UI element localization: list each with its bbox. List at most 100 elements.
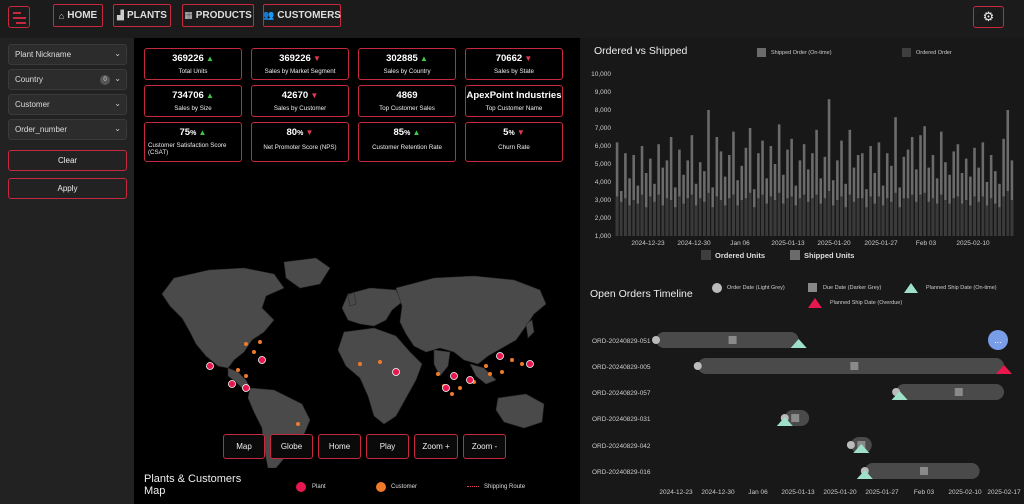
ordered-bar bbox=[624, 153, 627, 236]
due-date-marker bbox=[954, 388, 963, 396]
top-bar: ⌂ HOME ▟ PLANTS ▦ PRODUCTS 👥 CUSTOMERS ⚙ bbox=[0, 0, 1024, 38]
shipped-bar bbox=[981, 196, 985, 236]
customer-marker[interactable] bbox=[450, 392, 454, 396]
plant-marker[interactable] bbox=[526, 360, 534, 368]
customer-select[interactable]: Customer ⌄ bbox=[8, 94, 127, 115]
customer-marker[interactable] bbox=[378, 360, 382, 364]
customer-marker[interactable] bbox=[510, 358, 514, 362]
plant-marker[interactable] bbox=[450, 372, 458, 380]
zoom-in-button[interactable]: Zoom + bbox=[414, 434, 458, 459]
customer-marker[interactable] bbox=[436, 372, 440, 376]
plant-marker[interactable] bbox=[496, 352, 504, 360]
nav-plants-label: PLANTS bbox=[126, 10, 167, 21]
customer-marker[interactable] bbox=[358, 362, 362, 366]
x-tick-label: Jan 06 bbox=[748, 489, 768, 496]
kpi-number: 302885 bbox=[386, 53, 418, 64]
plant-marker[interactable] bbox=[442, 384, 450, 392]
customer-marker[interactable] bbox=[500, 370, 504, 374]
kpi-number: 369226 bbox=[279, 53, 311, 64]
customer-marker[interactable] bbox=[258, 340, 262, 344]
plant-marker[interactable] bbox=[258, 356, 266, 364]
customer-marker[interactable] bbox=[520, 362, 524, 366]
plant-marker[interactable] bbox=[206, 362, 214, 370]
settings-button[interactable]: ⚙ bbox=[973, 6, 1004, 28]
legend-label-due-date: Due Date (Darker Grey) bbox=[823, 285, 882, 291]
kpi-card: 4869 Top Customer Sales bbox=[358, 85, 456, 117]
customer-marker[interactable] bbox=[252, 350, 256, 354]
shipped-bar bbox=[989, 198, 993, 236]
nav-customers-button[interactable]: 👥 CUSTOMERS bbox=[263, 4, 341, 27]
shipped-bar bbox=[636, 203, 640, 236]
customer-marker[interactable] bbox=[458, 386, 462, 390]
x-tick-label: Feb 03 bbox=[914, 489, 935, 496]
more-options-button[interactable] bbox=[988, 330, 1008, 350]
customer-marker[interactable] bbox=[244, 374, 248, 378]
y-tick-label: 10,000 bbox=[591, 71, 611, 78]
shipped-bar bbox=[649, 196, 652, 236]
ordered-bar bbox=[786, 149, 789, 236]
zoom-out-button[interactable]: Zoom - bbox=[463, 434, 506, 459]
shipped-bar bbox=[952, 198, 956, 236]
shipped-bar bbox=[765, 203, 768, 236]
shipped-bar bbox=[777, 192, 781, 236]
due-date-marker bbox=[919, 467, 928, 475]
legend-label-ordered-order: Ordered Order bbox=[916, 50, 952, 56]
shipped-bar bbox=[698, 198, 702, 236]
route-legend-label: Shipping Route bbox=[484, 484, 526, 490]
ordered-bar bbox=[952, 151, 956, 236]
map-home-button[interactable]: Home bbox=[318, 434, 361, 459]
kpi-value: 80% ▼ bbox=[252, 127, 348, 138]
x-tick-label: 2025-02-10 bbox=[948, 489, 982, 496]
kpi-number: 70662 bbox=[495, 53, 523, 64]
apply-button[interactable]: Apply bbox=[8, 178, 127, 199]
ordered-vs-shipped-chart[interactable]: 10,000 9,000 8,000 7,000 6,000 5,000 4,000 3,00… bbox=[580, 66, 1024, 251]
customer-marker[interactable] bbox=[244, 342, 248, 346]
open-orders-timeline-chart[interactable]: ORD-20240829-051 ORD-20240829-005 ORD-2024… bbox=[580, 316, 1024, 504]
shipped-bar bbox=[624, 198, 627, 236]
order-id-label: ORD-20240829-005 bbox=[592, 364, 651, 371]
plant-marker[interactable] bbox=[242, 384, 250, 392]
nav-plants-button[interactable]: ▟ PLANTS bbox=[113, 4, 171, 27]
customer-marker[interactable] bbox=[236, 368, 240, 372]
kpi-card: 369226 ▲ Total Units bbox=[144, 48, 242, 80]
nav-products-button[interactable]: ▦ PRODUCTS bbox=[182, 4, 254, 27]
shipped-bar bbox=[890, 201, 893, 236]
shipped-bar bbox=[964, 200, 968, 236]
menu-toggle-button[interactable] bbox=[8, 6, 30, 28]
ship-ontime-marker bbox=[776, 417, 793, 426]
plant-marker[interactable] bbox=[392, 368, 400, 376]
kpi-label: Churn Rate bbox=[498, 144, 530, 151]
map-title: Plants & Customers Map bbox=[144, 473, 242, 497]
map-view-button[interactable]: Map bbox=[223, 434, 265, 459]
order-number-select[interactable]: Order_number ⌄ bbox=[8, 119, 127, 140]
ordered-bar bbox=[757, 153, 760, 236]
filter-sidebar: Plant Nickname ⌄ Country 0 ⌄ Customer ⌄ … bbox=[0, 38, 134, 504]
plant-marker[interactable] bbox=[466, 376, 474, 384]
customer-marker[interactable] bbox=[296, 422, 300, 426]
globe-view-button[interactable]: Globe bbox=[270, 434, 313, 459]
customer-marker[interactable] bbox=[484, 364, 488, 368]
due-date-marker bbox=[850, 362, 859, 370]
shipped-bar bbox=[715, 196, 719, 236]
shipped-bar bbox=[931, 198, 935, 236]
order-bar[interactable] bbox=[896, 384, 1004, 400]
chevron-down-icon: ⌄ bbox=[114, 99, 121, 108]
plant-nickname-select[interactable]: Plant Nickname ⌄ bbox=[8, 44, 127, 65]
clear-button[interactable]: Clear bbox=[8, 150, 127, 171]
shipped-bar bbox=[915, 201, 918, 236]
customer-marker[interactable] bbox=[488, 372, 492, 376]
order-id-label: ORD-20240829-051 bbox=[592, 338, 651, 345]
order-bar[interactable] bbox=[656, 332, 799, 348]
plant-marker[interactable] bbox=[228, 380, 236, 388]
shipped-bar bbox=[881, 205, 885, 236]
shipped-bar bbox=[740, 200, 744, 236]
x-tick-label: 2024-12-23 bbox=[631, 240, 665, 247]
country-select[interactable]: Country 0 ⌄ bbox=[8, 69, 127, 90]
play-button[interactable]: Play bbox=[366, 434, 409, 459]
nav-home-button[interactable]: ⌂ HOME bbox=[53, 4, 103, 27]
kpi-number: ApexPoint Industries bbox=[466, 90, 562, 101]
kpi-card: 734706 ▲ Sales by Size bbox=[144, 85, 242, 117]
nav-customers-label: CUSTOMERS bbox=[277, 10, 341, 21]
legend-label-ship-overdue: Planned Ship Date (Overdue) bbox=[830, 300, 903, 306]
